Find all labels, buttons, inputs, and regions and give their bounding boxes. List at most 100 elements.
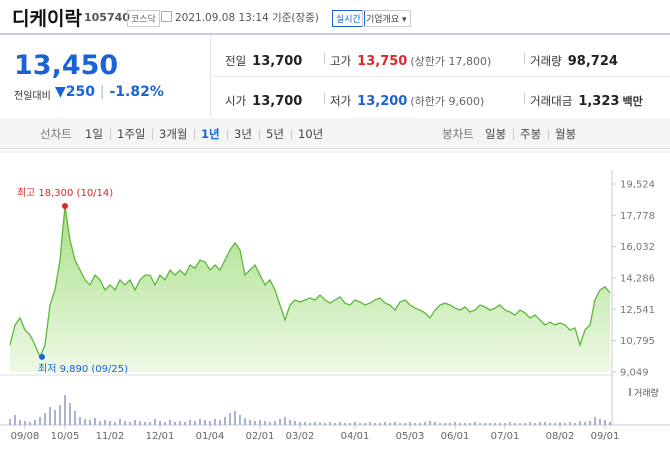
volume-bar [274, 421, 276, 425]
summary-divider [210, 35, 211, 116]
volume-bar [99, 421, 101, 425]
volume-bar [534, 423, 536, 425]
stat: 고가 13,750 (상한가 17,800) [330, 50, 491, 69]
volume-bar [234, 411, 236, 425]
volume-bar [64, 395, 66, 425]
period-tab[interactable]: 1주일 [117, 127, 146, 141]
volume-bar [584, 422, 586, 425]
y-tick-label: 9,049 [620, 368, 649, 379]
volume-bar [34, 420, 36, 425]
candle-tab[interactable]: 주봉 [520, 127, 542, 141]
stat-separator [524, 53, 525, 64]
x-tick-label: 09/08 [11, 431, 40, 442]
volume-bar [204, 420, 206, 425]
volume-bar [479, 423, 481, 425]
line-chart-tab[interactable]: 선차트 [40, 127, 72, 141]
period-tab[interactable]: 1일 [85, 127, 103, 141]
volume-bar [394, 422, 396, 425]
period-tab[interactable]: 10년 [298, 127, 324, 141]
period-tab[interactable]: 1년 [201, 127, 220, 141]
volume-bar [199, 419, 201, 425]
volume-bar [509, 422, 511, 425]
x-tick-label: 10/05 [51, 431, 80, 442]
y-tick-label: 12,541 [620, 305, 655, 316]
volume-bar [299, 422, 301, 425]
volume-bar [319, 422, 321, 425]
candle-tab[interactable]: 일봉 [485, 127, 507, 141]
tab-separator [227, 129, 228, 140]
tab-separator [548, 129, 549, 140]
volume-bar [419, 423, 421, 425]
volume-bar [129, 422, 131, 425]
period-tab[interactable]: 3개월 [159, 127, 188, 141]
volume-bar [549, 423, 551, 425]
volume-bar [604, 420, 606, 425]
volume-bar [519, 423, 521, 425]
company-info-button[interactable]: 기업개요 ▾ [362, 10, 411, 27]
stat-value: 98,724 [567, 54, 618, 69]
tab-separator [110, 129, 111, 140]
volume-bar [364, 423, 366, 425]
x-tick-label: 09/01 [591, 431, 620, 442]
period-tab[interactable]: 5년 [266, 127, 284, 141]
stat-note: (상한가 17,800) [410, 55, 492, 68]
volume-bar [434, 422, 436, 425]
stat-separator [324, 53, 325, 64]
y-tick-label: 17,778 [620, 211, 655, 222]
tab-bar [0, 118, 670, 149]
change-value: 250 [65, 84, 96, 100]
volume-bar [324, 423, 326, 425]
volume-bar [449, 423, 451, 425]
volume-bar [249, 420, 251, 425]
volume-bar [139, 421, 141, 425]
tab-separator [291, 129, 292, 140]
stat: 거래량 98,724 [530, 50, 618, 69]
volume-bar [84, 419, 86, 425]
volume-bar [344, 423, 346, 425]
volume-bar [499, 423, 501, 425]
stat-unit: 백만 [622, 95, 643, 108]
volume-bar [459, 423, 461, 425]
volume-bar [124, 421, 126, 425]
candle-chart-tab[interactable]: 봉차트 [442, 127, 474, 141]
volume-bar [569, 422, 571, 425]
legend-label: 거래량 [634, 387, 659, 399]
volume-bar [284, 417, 286, 425]
volume-bar [529, 422, 531, 425]
volume-bar [154, 419, 156, 425]
volume-bar [254, 421, 256, 425]
volume-bar [294, 421, 296, 425]
volume-bar [304, 422, 306, 425]
volume-bar [174, 422, 176, 425]
current-price: 13,450 [14, 50, 119, 81]
volume-bar [544, 422, 546, 425]
volume-bar [74, 411, 76, 425]
stat-value: 13,700 [252, 54, 303, 69]
volume-bar [454, 422, 456, 425]
chart: 9,049 10,795 12,541 14,286 16,032 17,778 19,52… [0, 151, 670, 442]
x-tick-label: 01/04 [196, 431, 225, 442]
price-area [10, 206, 610, 372]
stat-value: 13,750 [357, 54, 408, 69]
volume-bar [399, 423, 401, 425]
period-tab[interactable]: 3년 [234, 127, 252, 141]
change-label: 전일대비 [14, 91, 51, 102]
volume-bar [514, 423, 516, 425]
realtime-badge[interactable]: 실시간 [332, 10, 365, 27]
volume-bar [119, 419, 121, 425]
y-tick-label: 10,795 [620, 336, 655, 347]
volume-bar [189, 420, 191, 425]
x-tick-label: 04/01 [341, 431, 370, 442]
volume-bar [469, 423, 471, 425]
volume-bar [79, 417, 81, 425]
y-tick-label: 14,286 [620, 274, 655, 285]
stat-label: 고가 [330, 54, 352, 68]
stat: 거래대금 1,323 백만 [530, 90, 643, 109]
stock-name: 디케이락 [12, 8, 82, 30]
candle-tab[interactable]: 월봉 [555, 127, 577, 141]
volume-bar [369, 422, 371, 425]
x-tick-label: 02/01 [246, 431, 275, 442]
stat-separator [324, 93, 325, 104]
